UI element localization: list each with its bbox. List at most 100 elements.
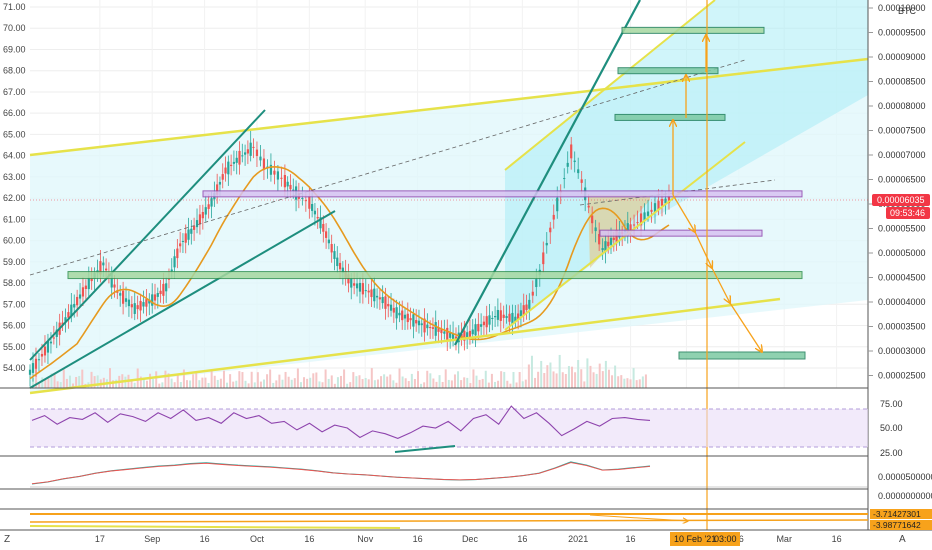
right-axis-tick: 0.00007000 <box>878 150 926 160</box>
candle-body <box>46 340 50 353</box>
projection-arrow-down-1[interactable] <box>672 194 695 232</box>
candle-body <box>488 315 491 325</box>
candle-body <box>474 324 477 336</box>
time-axis-tick[interactable]: 16 <box>304 534 314 544</box>
time-axis-tick[interactable]: Dec <box>462 534 479 544</box>
volume-bar <box>435 381 438 388</box>
volume-bar <box>192 374 195 388</box>
trendline-aug-support[interactable] <box>29 210 336 389</box>
time-axis-tick[interactable]: Mar <box>776 534 792 544</box>
candle-body <box>304 200 307 202</box>
left-axis-tick: 65.00 <box>3 129 26 139</box>
right-axis-tick: 0.00002500 <box>878 371 926 381</box>
candle-body <box>119 293 122 296</box>
volume-bar <box>361 379 364 388</box>
trendline-dec-rise[interactable] <box>454 0 641 346</box>
volume-bar <box>475 375 478 388</box>
candle-body <box>78 294 82 299</box>
volume-bar <box>312 373 315 388</box>
volume-bar <box>626 378 629 388</box>
candle-body <box>482 321 486 326</box>
volume-bar <box>189 380 192 388</box>
channel-upper-line[interactable] <box>29 57 869 157</box>
right-axis-tick: 0.00003000 <box>878 346 926 356</box>
projection-arrow-down-2[interactable] <box>694 231 712 268</box>
time-axis-tick[interactable]: 17 <box>95 534 105 544</box>
time-axis-tick[interactable]: 16 <box>200 534 210 544</box>
target-zone-3[interactable] <box>621 26 765 34</box>
candle-body <box>375 295 379 298</box>
volume-bar <box>487 382 490 388</box>
volume-bar <box>469 383 472 388</box>
candle-body <box>90 277 93 282</box>
trendline-drawings[interactable] <box>29 0 869 530</box>
volume-bar <box>65 378 68 388</box>
volume-bar <box>93 376 96 388</box>
time-axis-tick[interactable]: Sep <box>144 534 160 544</box>
candle-body <box>381 297 384 304</box>
volume-bar <box>293 378 296 388</box>
time-axis-tick[interactable]: 16 <box>832 534 842 544</box>
target-zone-1[interactable] <box>614 113 726 121</box>
volume-bar <box>241 372 244 388</box>
candle-body <box>542 252 545 265</box>
target-zone-low[interactable] <box>678 351 806 360</box>
volume-bar <box>592 372 595 388</box>
candle-body <box>241 155 244 157</box>
time-axis-tick[interactable]: Nov <box>357 534 374 544</box>
candle-body <box>667 196 671 204</box>
channel-lower-line[interactable] <box>29 297 781 395</box>
candle-body <box>398 312 401 316</box>
volume-bar <box>620 375 623 388</box>
volume-bar <box>272 382 275 388</box>
candle-body <box>525 304 528 310</box>
volume-bar <box>352 372 355 388</box>
volume-bar <box>466 377 469 388</box>
left-axis-tick: 55.00 <box>3 342 26 352</box>
candle-body <box>227 161 230 175</box>
volume-bar <box>478 379 481 388</box>
candle-body <box>207 204 210 209</box>
candle-body <box>148 299 151 304</box>
support-zone-green[interactable] <box>67 271 803 280</box>
volume-bar <box>287 376 290 388</box>
candle-body <box>43 346 47 356</box>
volume-bar <box>512 372 515 388</box>
time-axis-tick[interactable]: 16 <box>517 534 527 544</box>
volume-bar <box>41 377 44 388</box>
volume-bar <box>303 377 306 388</box>
projection-arrow-down-4[interactable] <box>729 302 762 352</box>
bottom-orange-line-2 <box>29 519 869 523</box>
time-axis-tick[interactable]: 16 <box>626 534 636 544</box>
candle-body <box>156 293 159 297</box>
time-axis-tick[interactable]: 2021 <box>568 534 588 544</box>
resistance-zone[interactable] <box>202 190 803 198</box>
candle-body <box>417 320 421 326</box>
support-zone-purple[interactable] <box>599 229 763 237</box>
volume-bar <box>527 364 530 388</box>
time-axis-tick[interactable]: 16 <box>413 534 423 544</box>
trendline-aug-rise[interactable] <box>29 109 266 361</box>
volume-bar <box>96 375 99 388</box>
volume-bar <box>229 374 232 388</box>
volume-bar <box>32 378 34 388</box>
projection-arrow-down-3[interactable] <box>711 267 730 303</box>
dashed-regression-line[interactable] <box>29 59 746 276</box>
right-price-axis[interactable]: 0.00010000 0.00009500 0.00009000 0.00008500… <box>868 3 926 381</box>
right-axis-tick: 0.00004500 <box>878 273 926 283</box>
candle-body <box>232 161 236 164</box>
volume-bar <box>611 375 614 388</box>
candle-body <box>389 304 393 311</box>
target-zone-2[interactable] <box>617 67 719 75</box>
candle-body <box>333 251 336 259</box>
time-axis-tick[interactable]: Oct <box>250 534 265 544</box>
rsi-tick: 25.00 <box>880 448 903 458</box>
candle-body <box>401 310 404 321</box>
candle-body <box>84 285 87 290</box>
left-axis-tick: 67.00 <box>3 87 26 97</box>
timezone-icon[interactable]: Z <box>4 534 10 545</box>
auto-scale-icon[interactable]: A <box>899 534 906 545</box>
candle-body <box>195 220 199 228</box>
volume-bar <box>75 376 78 388</box>
